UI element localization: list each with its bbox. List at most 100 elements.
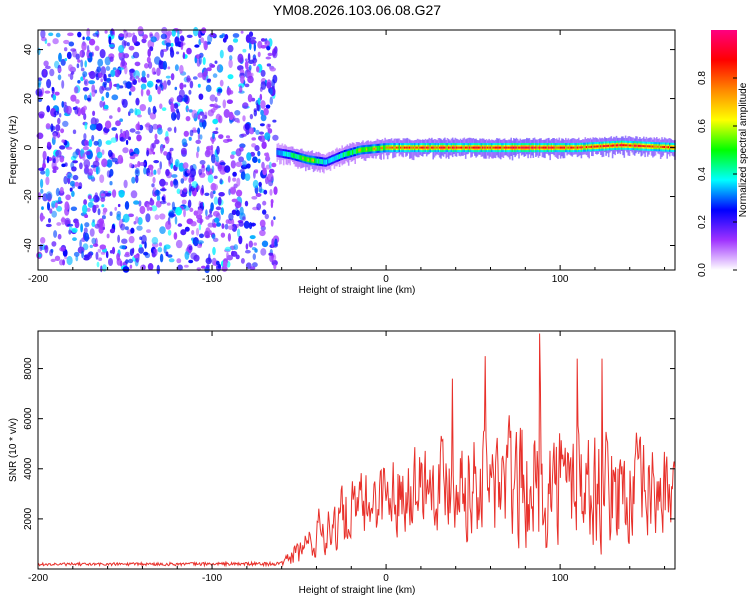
noise-cell bbox=[135, 75, 139, 79]
noise-cell bbox=[236, 120, 241, 124]
signal-peak bbox=[630, 144, 632, 147]
noise-cell bbox=[83, 133, 87, 141]
noise-cell bbox=[197, 114, 201, 120]
spectrogram-heat bbox=[35, 26, 676, 275]
noise-cell bbox=[82, 153, 86, 161]
noise-cell bbox=[259, 123, 265, 127]
noise-cell bbox=[59, 246, 66, 252]
signal-peak bbox=[565, 146, 567, 149]
signal-peak bbox=[604, 145, 606, 148]
noise-cell bbox=[105, 91, 110, 99]
noise-cell bbox=[168, 258, 175, 263]
signal-core bbox=[280, 150, 282, 156]
noise-cell bbox=[40, 188, 44, 194]
noise-cell bbox=[157, 167, 161, 175]
noise-cell bbox=[56, 205, 63, 212]
signal-core bbox=[297, 154, 299, 160]
noise-cell bbox=[229, 55, 233, 61]
signal-peak bbox=[529, 146, 532, 149]
signal-core bbox=[282, 151, 285, 157]
noise-cell bbox=[235, 161, 242, 168]
noise-cell bbox=[152, 123, 159, 130]
signal-peak bbox=[563, 146, 566, 149]
noise-cell bbox=[238, 156, 245, 163]
signal-peak bbox=[554, 146, 557, 149]
noise-cell bbox=[159, 213, 166, 220]
signal-peak bbox=[448, 146, 450, 149]
noise-cell bbox=[157, 86, 162, 95]
signal-peak bbox=[407, 146, 410, 149]
noise-cell bbox=[55, 32, 61, 38]
noise-cell bbox=[62, 259, 65, 266]
noise-cell bbox=[101, 215, 106, 220]
noise-cell bbox=[95, 251, 99, 260]
signal-peak bbox=[464, 146, 467, 149]
noise-cell bbox=[96, 261, 100, 268]
noise-cell bbox=[256, 203, 262, 211]
noise-cell bbox=[272, 134, 279, 141]
noise-cell bbox=[84, 94, 88, 101]
noise-cell bbox=[114, 69, 121, 78]
signal-peak bbox=[593, 145, 596, 148]
noise-cell bbox=[238, 221, 244, 227]
noise-cell bbox=[75, 255, 79, 262]
signal-core bbox=[357, 148, 359, 154]
noise-cell bbox=[244, 123, 250, 130]
noise-cell bbox=[84, 164, 89, 174]
noise-cell bbox=[52, 132, 57, 140]
noise-cell bbox=[67, 32, 74, 37]
signal-peak bbox=[432, 146, 434, 149]
signal-peak bbox=[536, 146, 538, 149]
noise-cell bbox=[56, 222, 62, 226]
signal-peak bbox=[507, 146, 510, 149]
signal-core bbox=[342, 152, 345, 158]
signal-peak bbox=[450, 146, 453, 149]
signal-peak bbox=[576, 146, 579, 149]
noise-cell bbox=[167, 229, 172, 236]
noise-cell bbox=[165, 251, 169, 257]
noise-cell bbox=[205, 215, 210, 220]
noise-cell bbox=[260, 100, 266, 109]
signal-peak bbox=[399, 146, 402, 149]
noise-cell bbox=[160, 147, 163, 154]
noise-cell bbox=[89, 244, 94, 249]
noise-cell bbox=[169, 46, 174, 53]
spectrogram-x-tick-label: -100 bbox=[202, 274, 222, 285]
noise-cell bbox=[135, 97, 140, 106]
noise-cell bbox=[123, 53, 130, 59]
noise-cell bbox=[213, 103, 219, 111]
noise-cell bbox=[147, 263, 154, 271]
signal-peak bbox=[472, 146, 475, 149]
signal-peak bbox=[427, 146, 429, 149]
noise-cell bbox=[72, 151, 78, 159]
noise-cell bbox=[191, 181, 198, 188]
signal-core bbox=[315, 158, 317, 164]
noise-cell bbox=[49, 68, 55, 77]
noise-cell bbox=[91, 237, 96, 245]
colorbar-tick-label: 0.8 bbox=[697, 71, 708, 85]
noise-cell bbox=[183, 187, 188, 193]
noise-cell bbox=[128, 91, 132, 96]
noise-cell bbox=[112, 67, 117, 71]
noise-cell bbox=[237, 228, 241, 238]
noise-cell bbox=[181, 199, 187, 205]
noise-cell bbox=[240, 30, 244, 34]
signal-core bbox=[376, 145, 379, 151]
signal-peak bbox=[497, 146, 499, 149]
noise-cell bbox=[264, 213, 269, 220]
noise-cell bbox=[97, 72, 103, 79]
noise-cell bbox=[173, 126, 177, 134]
noise-cell bbox=[64, 201, 70, 211]
signal-core bbox=[334, 155, 337, 161]
noise-cell bbox=[126, 42, 130, 47]
colorbar-tick-label: 0.2 bbox=[697, 215, 708, 229]
noise-cell bbox=[118, 67, 124, 71]
signal-peak bbox=[635, 144, 637, 147]
noise-cell bbox=[198, 55, 202, 65]
noise-cell bbox=[200, 265, 206, 269]
noise-cell bbox=[259, 219, 266, 228]
noise-cell bbox=[92, 110, 96, 117]
noise-cell bbox=[105, 140, 112, 145]
signal-peak bbox=[401, 146, 403, 149]
